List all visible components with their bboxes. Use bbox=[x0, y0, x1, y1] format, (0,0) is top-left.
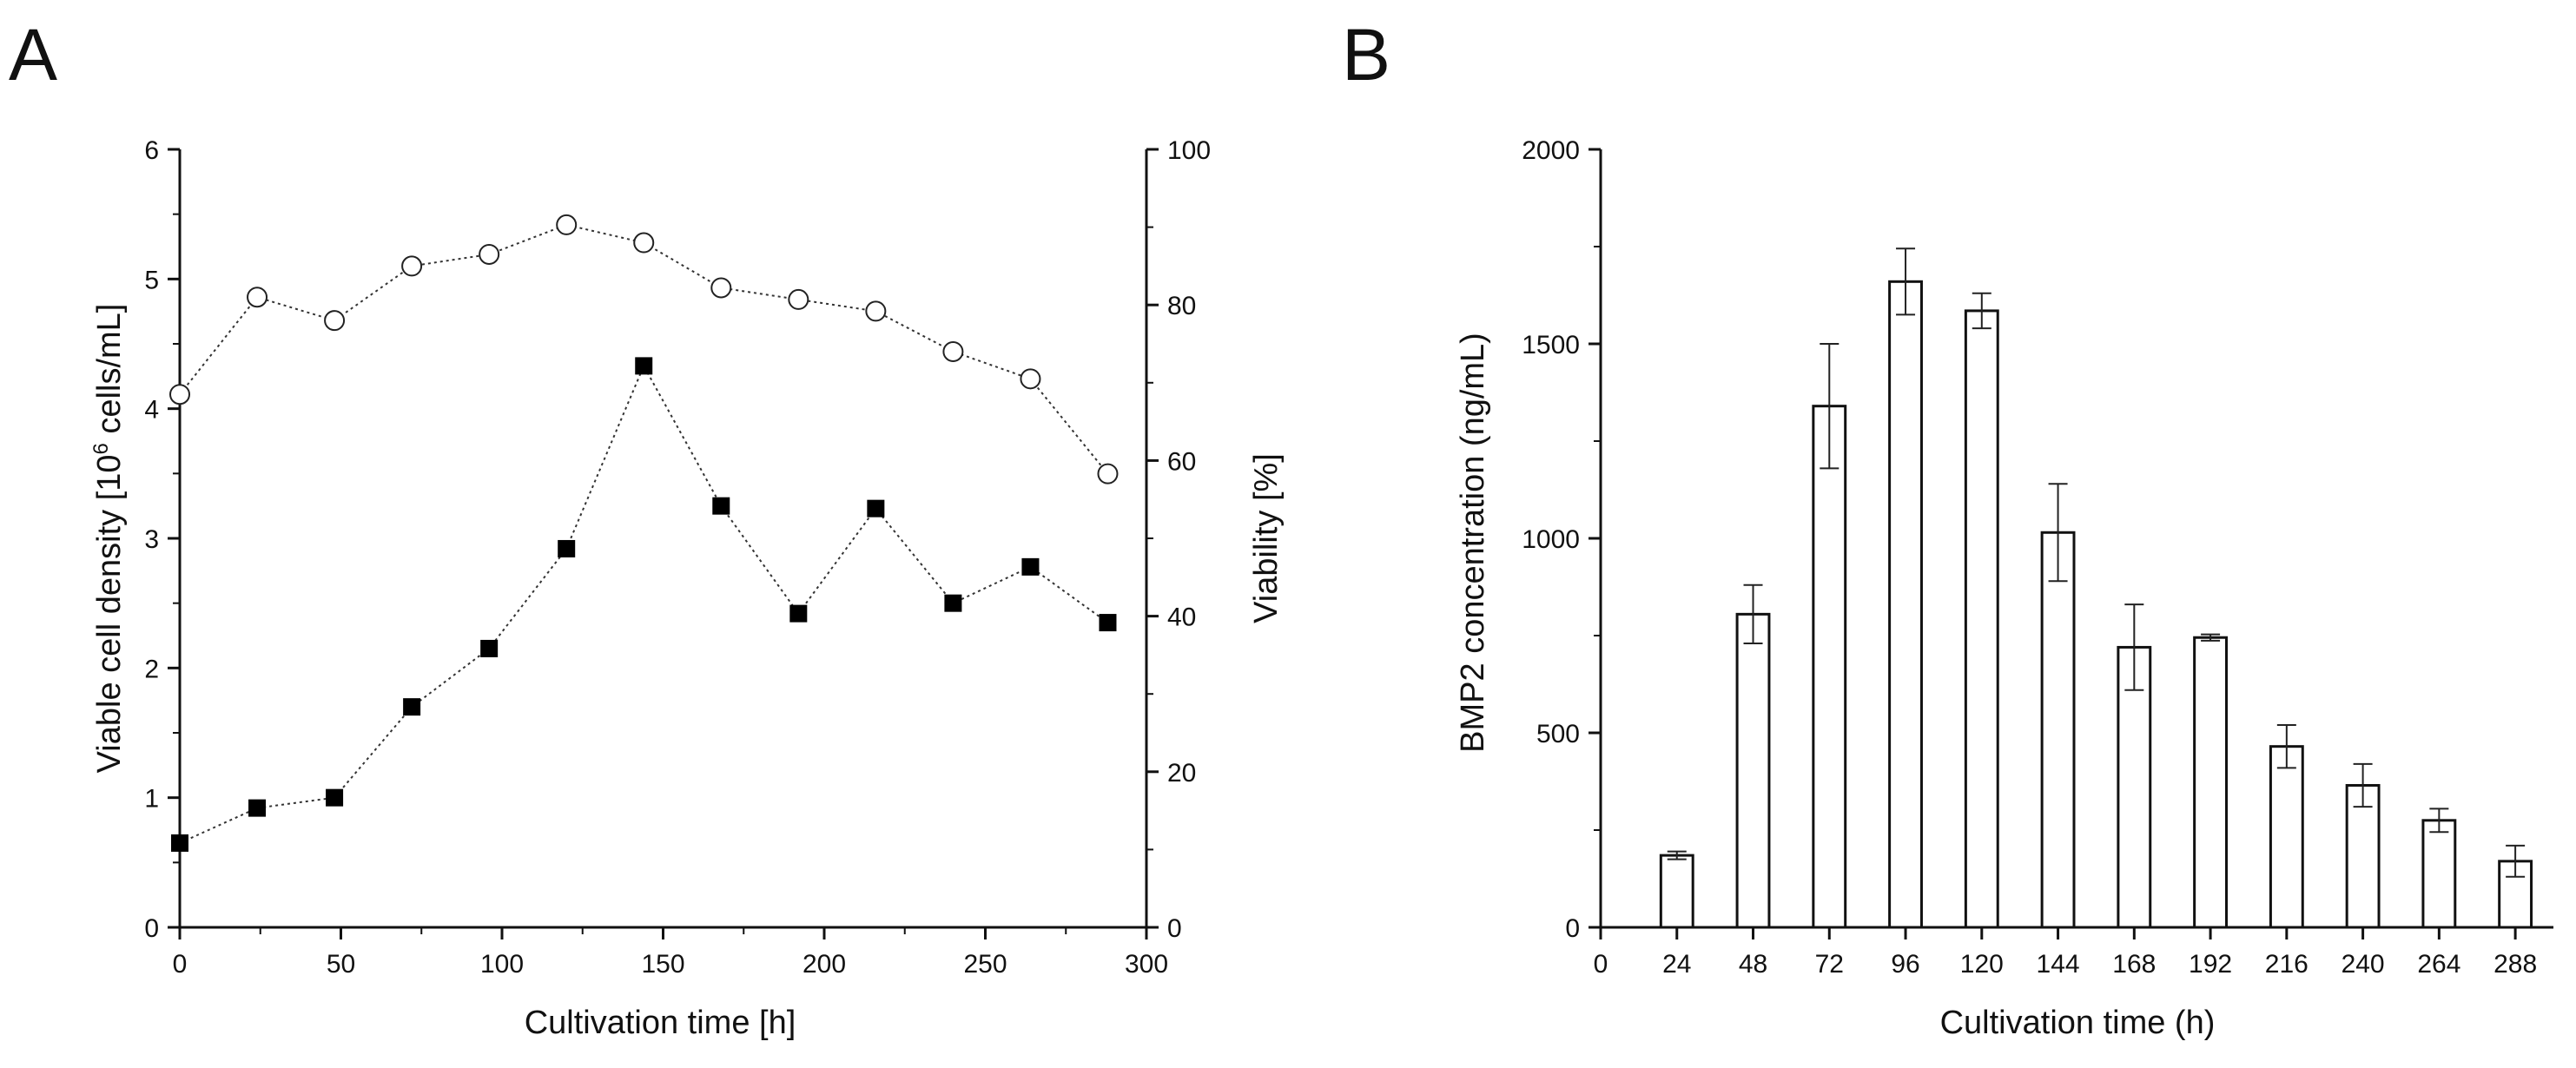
panel-a-density-point bbox=[558, 539, 576, 557]
panel-a-viability-point bbox=[401, 255, 423, 277]
panel-a-viability-point bbox=[1097, 463, 1119, 485]
panel-a-viability-point bbox=[169, 384, 190, 405]
panel-a-y-left-tick-label: 0 bbox=[144, 914, 159, 943]
panel-b-bar bbox=[2040, 531, 2076, 929]
panel-b-x-tick-label: 72 bbox=[1815, 950, 1844, 979]
panel-a-density-point bbox=[867, 499, 885, 518]
panel-a-y-right-tick-label: 40 bbox=[1167, 603, 1196, 632]
panel-b-y-tick-label: 0 bbox=[1565, 914, 1580, 943]
panel-b-x-tick-label: 264 bbox=[2417, 950, 2460, 979]
panel-a-density-point bbox=[403, 698, 421, 716]
panel-a-viability-point bbox=[479, 243, 500, 265]
panel-a-y-right-tick-label: 100 bbox=[1167, 136, 1211, 165]
panel-b-chart: 0 500 1000 1500 2000 0 24 48 72 96 120 144 168 192 216… bbox=[1522, 136, 2553, 979]
panel-b-x-tick-label: 216 bbox=[2265, 950, 2308, 979]
panel-a-x-tick-label: 100 bbox=[480, 950, 524, 979]
panel-a-density-point bbox=[326, 788, 344, 807]
panel-a-viability-point bbox=[865, 300, 887, 322]
panel-b-bar bbox=[2269, 745, 2304, 929]
panel-b-bar bbox=[1735, 612, 1771, 929]
panel-a-viability-line bbox=[179, 223, 1109, 475]
panel-b-x-tick-label: 0 bbox=[1594, 950, 1608, 979]
panel-a-viability-point bbox=[247, 287, 268, 308]
panel-b-bar bbox=[1888, 280, 1923, 929]
panel-label-b: B bbox=[1342, 14, 1390, 96]
panel-b-x-tick-label: 24 bbox=[1662, 950, 1691, 979]
panel-b-y-tick-label: 2000 bbox=[1522, 136, 1580, 165]
panel-b-y-tick-label: 1500 bbox=[1522, 331, 1580, 359]
panel-b-x-tick-label: 120 bbox=[1960, 950, 2004, 979]
panel-b-x-axis-title: Cultivation time (h) bbox=[1940, 1005, 2216, 1041]
panel-a-y-left-tick-label: 4 bbox=[144, 396, 159, 425]
panel-a-viability-point bbox=[324, 310, 346, 332]
panel-a-x-axis-title: Cultivation time [h] bbox=[525, 1005, 796, 1041]
panel-a-x-tick-label: 50 bbox=[327, 950, 355, 979]
panel-a-y-left-tick-label: 1 bbox=[144, 785, 159, 814]
panel-a-x-tick-label: 200 bbox=[803, 950, 846, 979]
panel-a-y-right-tick-label: 20 bbox=[1167, 759, 1196, 788]
panel-b-y-tick-label: 1000 bbox=[1522, 525, 1580, 554]
panel-a-y-right-tick-label: 0 bbox=[1167, 914, 1182, 943]
panel-b-bar bbox=[2193, 636, 2229, 929]
panel-a-density-point bbox=[635, 357, 653, 375]
panel-b-x-tick-label: 168 bbox=[2112, 950, 2156, 979]
panel-a-y-left-tick-label: 5 bbox=[144, 266, 159, 294]
panel-b-x-tick-label: 144 bbox=[2037, 950, 2080, 979]
panel-a-viability-point bbox=[788, 288, 809, 310]
panel-a-viability-point bbox=[710, 277, 732, 299]
panel-a-density-point bbox=[171, 834, 188, 852]
panel-a-density-point bbox=[480, 639, 499, 657]
panel-a-density-point bbox=[1099, 614, 1117, 632]
panel-b-bar bbox=[2117, 645, 2152, 929]
panel-a-density-point bbox=[789, 604, 808, 623]
panel-a-y-left-tick-label: 2 bbox=[144, 655, 159, 683]
panel-b-x-tick-label: 48 bbox=[1739, 950, 1767, 979]
panel-b-y-axis-title: BMP2 concentration (ng/mL) bbox=[1455, 333, 1491, 753]
panel-b-x-tick-label: 192 bbox=[2189, 950, 2232, 979]
panel-a-y-left-tick-label: 3 bbox=[144, 525, 159, 554]
panel-a-density-line bbox=[179, 364, 1109, 844]
panel-a-y-left-tick-label: 6 bbox=[144, 136, 159, 165]
panel-b-x-tick-label: 96 bbox=[1891, 950, 1919, 979]
panel-b-bar bbox=[2421, 819, 2457, 929]
panel-label-a: A bbox=[9, 14, 57, 96]
panel-b-x-tick-label: 288 bbox=[2493, 950, 2537, 979]
panel-a-y-left-title-tail: cells/mL] bbox=[91, 304, 128, 443]
panel-b-bar bbox=[1812, 405, 1847, 929]
panel-b-x-tick-label: 240 bbox=[2342, 950, 2385, 979]
panel-a-y-left-title-sup: 6 bbox=[89, 443, 113, 454]
panel-a-viability-point bbox=[1020, 368, 1041, 390]
panel-a-y-right-axis-title: Viability [%] bbox=[1248, 453, 1285, 623]
panel-a-viability-point bbox=[942, 340, 964, 362]
panel-a-viability-point bbox=[556, 214, 578, 235]
panel-b-bar bbox=[1659, 854, 1694, 929]
panel-a-x-tick-label: 250 bbox=[963, 950, 1007, 979]
panel-a-x-tick-label: 150 bbox=[641, 950, 684, 979]
panel-a-y-right-tick-label: 60 bbox=[1167, 447, 1196, 476]
panel-a-y-left-axis-title: Viable cell density [106 cells/mL] bbox=[89, 304, 128, 774]
panel-a-x-tick-label: 300 bbox=[1125, 950, 1168, 979]
panel-a-density-point bbox=[712, 497, 730, 515]
panel-a-x-tick-label: 0 bbox=[173, 950, 188, 979]
panel-a-density-point bbox=[944, 594, 962, 612]
panel-b-y-tick-label: 500 bbox=[1536, 720, 1580, 748]
panel-a-y-left-title-main: Viable cell density [10 bbox=[91, 454, 128, 773]
panel-b-bar bbox=[1964, 309, 1999, 929]
panel-a-density-point bbox=[1021, 557, 1040, 576]
panel-a-density-point bbox=[248, 799, 267, 817]
panel-a-y-right-tick-label: 80 bbox=[1167, 292, 1196, 320]
panel-a-viability-point bbox=[633, 232, 655, 254]
